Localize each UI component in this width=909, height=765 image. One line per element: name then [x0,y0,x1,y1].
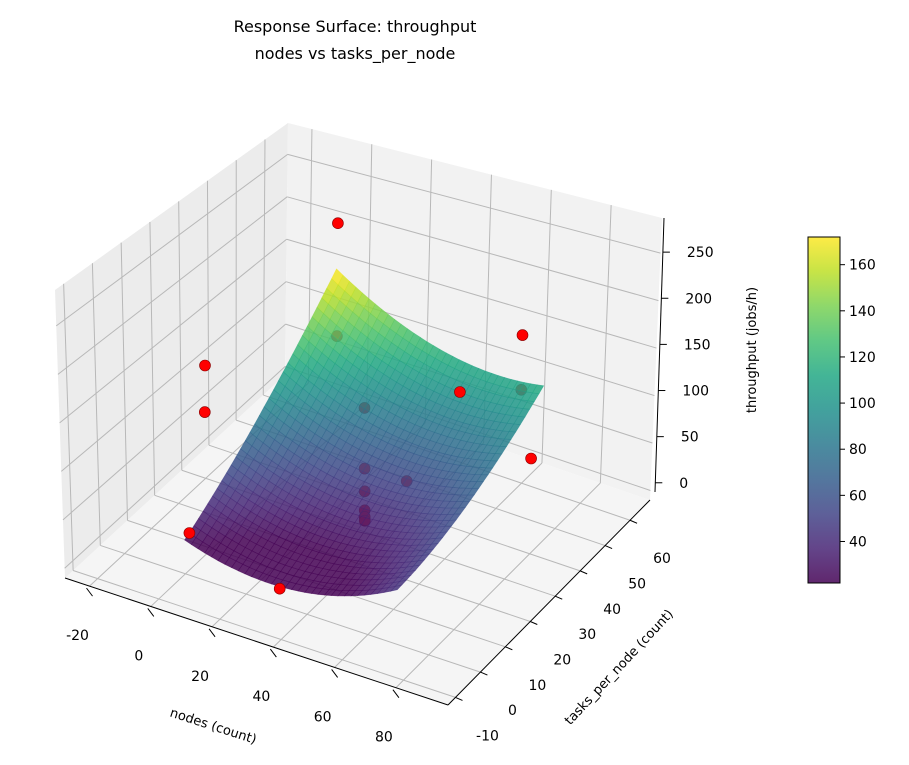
y-tick-mark [604,545,613,550]
tick-labels: -20 0 20 40 60 80 -10 0 10 20 30 40 50 60 0 50 100 150 200… [66,245,714,746]
y-tick-label: 10 [528,678,546,694]
back-gridline-x [599,205,612,484]
y-tick-label: 20 [553,652,571,668]
colorbar-tick-label: 100 [849,396,876,412]
data-point [332,217,344,229]
colorbar-tick-label: 60 [849,488,867,504]
y-axis-line [447,499,651,706]
y-tick-mark [530,621,538,625]
back-gridline-z [286,238,657,349]
floor-gridline-y [100,544,481,673]
data-point [516,329,529,341]
x-tick-mark [208,628,216,638]
x-tick-mark [331,669,339,678]
colorbar-tick-label: 120 [849,350,876,366]
left-gridline-z [59,238,287,424]
y-tick-label: 30 [578,627,596,643]
colorbar [807,236,841,584]
left-gridline-y [120,242,128,521]
z-tick-label: 0 [679,476,688,492]
z-tick-label: 200 [685,291,712,307]
y-tick-label: 50 [628,577,646,593]
left-gridline-z [57,196,288,375]
scatter-points-front [183,359,537,595]
colorbar-tick-label: 160 [849,258,876,274]
y-tick-mark [629,519,638,524]
colorbar-tick-label: 40 [849,534,867,550]
left-gridline-z [55,153,288,327]
z-axis-line [654,217,665,493]
y-tick-label: -10 [476,728,499,744]
x-tick-mark [269,648,277,658]
x-tick-mark [86,587,93,597]
y-tick-mark [505,646,513,651]
left-gridline-y [262,139,266,396]
floor-gridline-x [334,462,543,668]
y-tick-mark [555,595,563,600]
left-gridline-z [60,281,287,472]
x-tick-label: -20 [66,628,89,644]
floor-gridline-y [72,570,456,698]
colorbar-tick-label: 80 [849,442,867,458]
colorbar-ticks: 40 60 80 100 120 140 160 [840,258,876,550]
left-pane [55,123,288,578]
z-tick-label: 50 [681,430,699,446]
left-gridline-y [91,263,101,546]
x-axis-label: nodes (count) [168,706,258,748]
left-gridline-y [149,221,156,496]
data-point [183,527,196,539]
y-tick-label: 60 [653,551,671,567]
y-tick-mark [480,671,488,676]
x-tick-label: 60 [314,709,332,725]
x-tick-label: 40 [252,689,270,705]
surface [184,268,545,597]
y-tick-mark [579,570,588,575]
surface-patch [389,584,403,592]
floor-gridline-x [395,482,601,689]
left-gridline-y [63,283,74,571]
data-point [199,406,211,418]
x-tick-mark [392,689,400,699]
x-tick-mark [147,608,155,617]
x-tick-label: 20 [191,669,209,685]
y-tick-label: 40 [603,602,621,618]
back-gridline-z [287,153,661,254]
y-tick-label: 0 [508,703,517,719]
z-tick-label: 250 [687,245,714,261]
data-point [199,359,211,372]
data-point [273,582,286,595]
x-axis-line [64,577,449,706]
left-gridline-y [178,201,183,471]
chart-title-line-1: Response Surface: throughput [234,17,477,36]
axis-lines [64,217,670,706]
z-axis-label: throughput (jobs/h) [745,287,760,413]
y-axis-label: tasks_per_node (count) [562,607,677,728]
z-tick-label: 150 [684,337,711,353]
x-tick-label: 80 [375,730,393,746]
data-point [454,386,466,398]
left-gridline-y [206,180,210,446]
left-gridline-z [62,323,286,521]
chart-title-line-2: nodes vs tasks_per_node [255,44,456,64]
z-tick-label: 100 [682,384,709,400]
back-gridline-x [541,189,552,464]
x-tick-label: 0 [134,648,143,664]
back-gridline-z [286,196,659,302]
colorbar-tick-label: 140 [849,304,876,320]
data-point [525,452,537,465]
left-gridline-z [64,366,286,569]
y-tick-mark [455,696,463,701]
